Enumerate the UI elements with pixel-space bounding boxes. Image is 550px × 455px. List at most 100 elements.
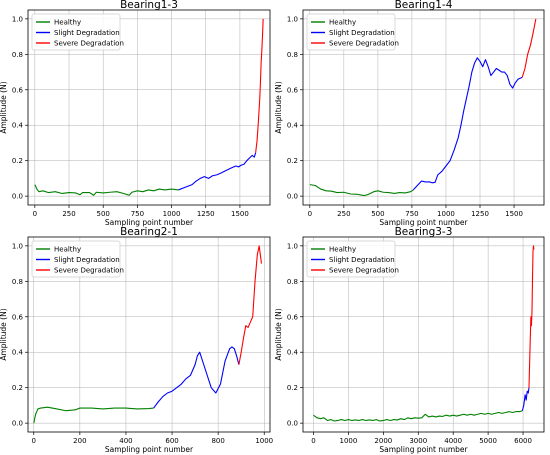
- legend-label: Slight Degradation: [54, 29, 120, 37]
- x-tick-label: 600: [165, 437, 178, 445]
- y-tick-label: 0.0: [12, 420, 23, 428]
- x-tick-label: 1500: [505, 210, 523, 218]
- y-tick-label: 0.0: [12, 193, 23, 201]
- legend-box: [31, 13, 121, 51]
- legend-label: Severe Degradation: [329, 40, 399, 48]
- x-tick-label: 0: [311, 437, 315, 445]
- y-tick-label: 0.0: [287, 193, 298, 201]
- y-tick-label: 0.8: [12, 51, 23, 59]
- x-tick-label: 1000: [339, 437, 357, 445]
- series-line-3: [528, 245, 535, 388]
- legend-label: Severe Degradation: [54, 40, 124, 48]
- y-axis-label: Amplitude (N): [274, 308, 283, 360]
- x-tick-label: 0: [308, 210, 312, 218]
- x-tick-label: 200: [73, 437, 86, 445]
- chart-panel-3: 0 200 400 600 800 1000 0.0 0.2 0.4 0.6 0.8 1.0 Beari…: [0, 226, 273, 454]
- y-tick-label: 0.2: [287, 157, 298, 165]
- chart-panel-1: 0 250 500 750 1000 1250 1500 0.0 0.2 0.4 0.6 0.8 1.0…: [0, 0, 271, 227]
- y-tick-label: 0.2: [287, 384, 298, 392]
- plot-frame: [27, 9, 271, 206]
- legend: Healthy Slight Degradation Severe Degradat…: [31, 240, 124, 278]
- legend-label: Slight Degradation: [329, 29, 395, 37]
- y-tick-label: 1.0: [12, 242, 23, 250]
- legend: Healthy Slight Degradation Severe Degradat…: [306, 240, 399, 278]
- y-tick-label: 0.8: [287, 278, 298, 286]
- legend-box: [306, 240, 396, 278]
- legend: Healthy Slight Degradation Severe Degradat…: [306, 13, 399, 51]
- x-axis-label: Sampling point number: [379, 218, 468, 227]
- x-axis-label: Sampling point number: [379, 445, 468, 454]
- y-tick-label: 0.4: [12, 122, 24, 130]
- series-line-1: [313, 410, 523, 422]
- x-tick-label: 0: [32, 437, 36, 445]
- y-tick-label: 0.6: [12, 313, 24, 321]
- x-axis-label: Sampling point number: [105, 445, 194, 454]
- y-tick-label: 0.6: [287, 86, 299, 94]
- x-tick-label: 500: [97, 210, 110, 218]
- y-tick-label: 1.0: [12, 15, 23, 23]
- legend-label: Slight Degradation: [329, 256, 395, 264]
- y-tick-label: 0.8: [12, 278, 23, 286]
- x-tick-label: 3000: [409, 437, 427, 445]
- series-line-2: [412, 57, 523, 191]
- chart-panel-2: 0 250 500 750 1000 1250 1500 0.0 0.2 0.4 0.6 0.8 1.0…: [274, 0, 545, 227]
- series-line-3: [255, 18, 264, 153]
- y-tick-label: 0.6: [12, 86, 24, 94]
- plot-frame: [302, 236, 545, 433]
- y-tick-label: 0.4: [287, 349, 299, 357]
- x-tick-label: 0: [33, 210, 37, 218]
- x-tick-label: 800: [211, 437, 224, 445]
- chart-title: Bearing2-1: [120, 226, 178, 238]
- x-tick-label: 250: [337, 210, 350, 218]
- legend-label: Slight Degradation: [54, 256, 120, 264]
- y-tick-label: 0.4: [12, 349, 24, 357]
- y-tick-label: 0.6: [287, 313, 299, 321]
- x-tick-label: 1000: [163, 210, 181, 218]
- x-tick-label: 1500: [231, 210, 249, 218]
- y-axis-label: Amplitude (N): [0, 81, 8, 133]
- x-tick-label: 750: [405, 210, 418, 218]
- series-line-1: [309, 184, 414, 197]
- x-tick-label: 6000: [514, 437, 532, 445]
- x-tick-label: 4000: [444, 437, 462, 445]
- y-tick-label: 1.0: [287, 15, 298, 23]
- y-tick-label: 1.0: [287, 242, 298, 250]
- legend-label: Healthy: [329, 246, 356, 254]
- y-tick-label: 0.0: [287, 420, 298, 428]
- legend-label: Severe Degradation: [54, 267, 124, 275]
- x-tick-label: 500: [371, 210, 384, 218]
- chart-title: Bearing1-3: [120, 0, 178, 11]
- series-line-3: [238, 245, 263, 365]
- y-tick-label: 0.8: [287, 51, 298, 59]
- x-tick-label: 250: [62, 210, 75, 218]
- series-line-2: [178, 152, 257, 191]
- plot-frame: [27, 236, 271, 433]
- x-tick-label: 5000: [479, 437, 497, 445]
- y-axis-label: Amplitude (N): [0, 308, 8, 360]
- series-line-1: [33, 406, 154, 424]
- legend-label: Healthy: [329, 19, 356, 27]
- x-tick-label: 400: [119, 437, 132, 445]
- x-tick-label: 2000: [374, 437, 392, 445]
- legend: Healthy Slight Degradation Severe Degradat…: [31, 13, 124, 51]
- x-tick-label: 750: [131, 210, 144, 218]
- chart-panel-4: 0 1000 2000 3000 4000 5000 6000 0.0 0.2 0.4 0.6 0.8…: [274, 226, 545, 454]
- x-tick-label: 1250: [471, 210, 489, 218]
- series-line-3: [521, 18, 537, 78]
- series-line-2: [521, 387, 530, 411]
- y-tick-label: 0.2: [12, 384, 23, 392]
- x-tick-label: 1250: [197, 210, 215, 218]
- chart-title: Bearing3-3: [395, 226, 453, 238]
- chart-title: Bearing1-4: [395, 0, 453, 11]
- legend-label: Healthy: [54, 246, 81, 254]
- series-line-2: [153, 346, 240, 409]
- x-axis-label: Sampling point number: [105, 218, 194, 227]
- plot-frame: [302, 9, 545, 206]
- y-axis-label: Amplitude (N): [274, 81, 283, 133]
- y-tick-label: 0.2: [12, 157, 23, 165]
- legend-box: [31, 240, 121, 278]
- series-line-1: [34, 184, 179, 196]
- legend-box: [306, 13, 396, 51]
- x-tick-label: 1000: [437, 210, 455, 218]
